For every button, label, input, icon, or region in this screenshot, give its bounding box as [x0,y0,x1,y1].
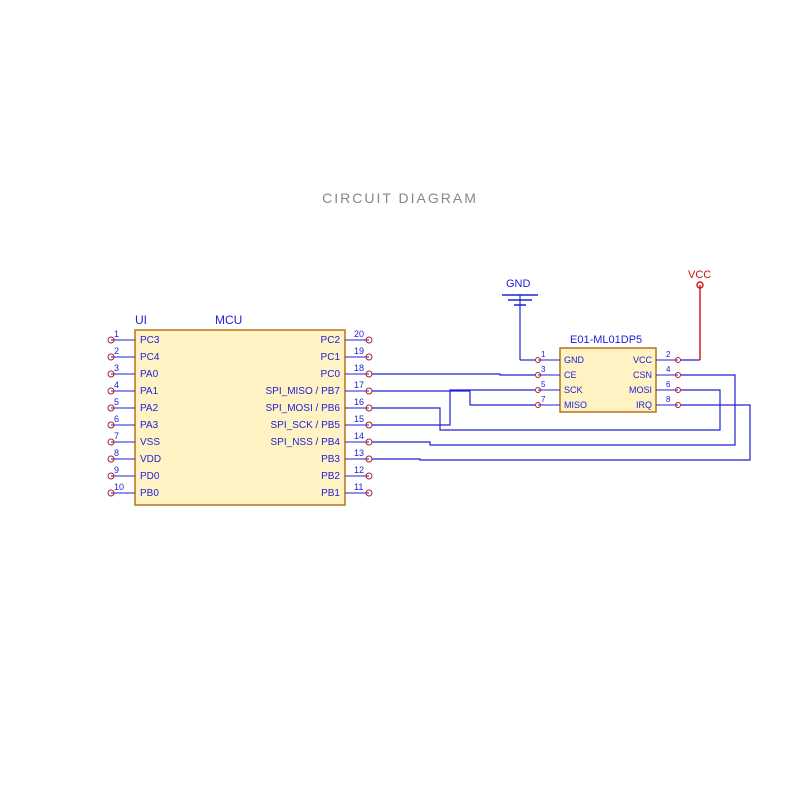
svg-text:PB2: PB2 [321,471,340,482]
svg-text:MOSI: MOSI [629,385,652,395]
svg-text:PB1: PB1 [321,488,340,499]
svg-text:8: 8 [666,395,671,404]
svg-text:VDD: VDD [140,454,161,465]
svg-text:18: 18 [354,363,364,373]
svg-text:19: 19 [354,346,364,356]
svg-text:PA3: PA3 [140,420,159,431]
svg-text:VCC: VCC [633,355,653,365]
svg-text:7: 7 [541,395,546,404]
svg-text:8: 8 [114,448,119,458]
svg-text:PC3: PC3 [140,335,160,346]
svg-text:4: 4 [114,380,119,390]
svg-text:PA1: PA1 [140,386,159,397]
svg-text:PB0: PB0 [140,488,159,499]
svg-text:5: 5 [541,380,546,389]
svg-text:GND: GND [506,278,531,290]
svg-text:CE: CE [564,370,577,380]
svg-text:SPI_NSS / PB4: SPI_NSS / PB4 [271,437,341,448]
svg-text:6: 6 [114,414,119,424]
svg-text:SPI_MOSI / PB6: SPI_MOSI / PB6 [266,403,341,414]
svg-text:PC0: PC0 [321,369,341,380]
svg-text:PC2: PC2 [321,335,341,346]
svg-text:SCK: SCK [564,385,583,395]
svg-text:4: 4 [666,365,671,374]
svg-text:20: 20 [354,329,364,339]
svg-text:3: 3 [114,363,119,373]
svg-text:PA2: PA2 [140,403,159,414]
svg-text:VCC: VCC [688,269,711,281]
svg-text:7: 7 [114,431,119,441]
svg-text:SPI_MISO / PB7: SPI_MISO / PB7 [266,386,341,397]
svg-text:PC1: PC1 [321,352,341,363]
svg-text:MISO: MISO [564,400,587,410]
svg-text:1: 1 [114,329,119,339]
svg-text:SPI_SCK / PB5: SPI_SCK / PB5 [271,420,341,431]
svg-text:9: 9 [114,465,119,475]
svg-text:6: 6 [666,380,671,389]
svg-text:14: 14 [354,431,364,441]
svg-text:E01-ML01DP5: E01-ML01DP5 [570,334,642,346]
schematic-canvas: UI MCU 1 PC3 2 PC4 3 PA0 4 PA1 5 PA2 6 PA3 7 VSS 8 VDD 9 PD… [0,0,800,800]
svg-text:PD0: PD0 [140,471,160,482]
svg-text:12: 12 [354,465,364,475]
svg-text:PC4: PC4 [140,352,160,363]
svg-text:GND: GND [564,355,585,365]
svg-text:3: 3 [541,365,546,374]
svg-text:IRQ: IRQ [636,400,652,410]
svg-text:2: 2 [666,350,671,359]
svg-text:2: 2 [114,346,119,356]
svg-text:MCU: MCU [215,313,242,327]
diagram-title: CIRCUIT DIAGRAM [0,190,800,206]
svg-text:PB3: PB3 [321,454,340,465]
svg-text:17: 17 [354,380,364,390]
svg-text:UI: UI [135,313,147,327]
svg-text:1: 1 [541,350,546,359]
svg-text:VSS: VSS [140,437,160,448]
svg-text:10: 10 [114,482,124,492]
svg-text:PA0: PA0 [140,369,159,380]
svg-text:15: 15 [354,414,364,424]
svg-text:16: 16 [354,397,364,407]
svg-text:5: 5 [114,397,119,407]
svg-text:11: 11 [354,482,363,492]
svg-text:CSN: CSN [633,370,652,380]
svg-text:13: 13 [354,448,364,458]
